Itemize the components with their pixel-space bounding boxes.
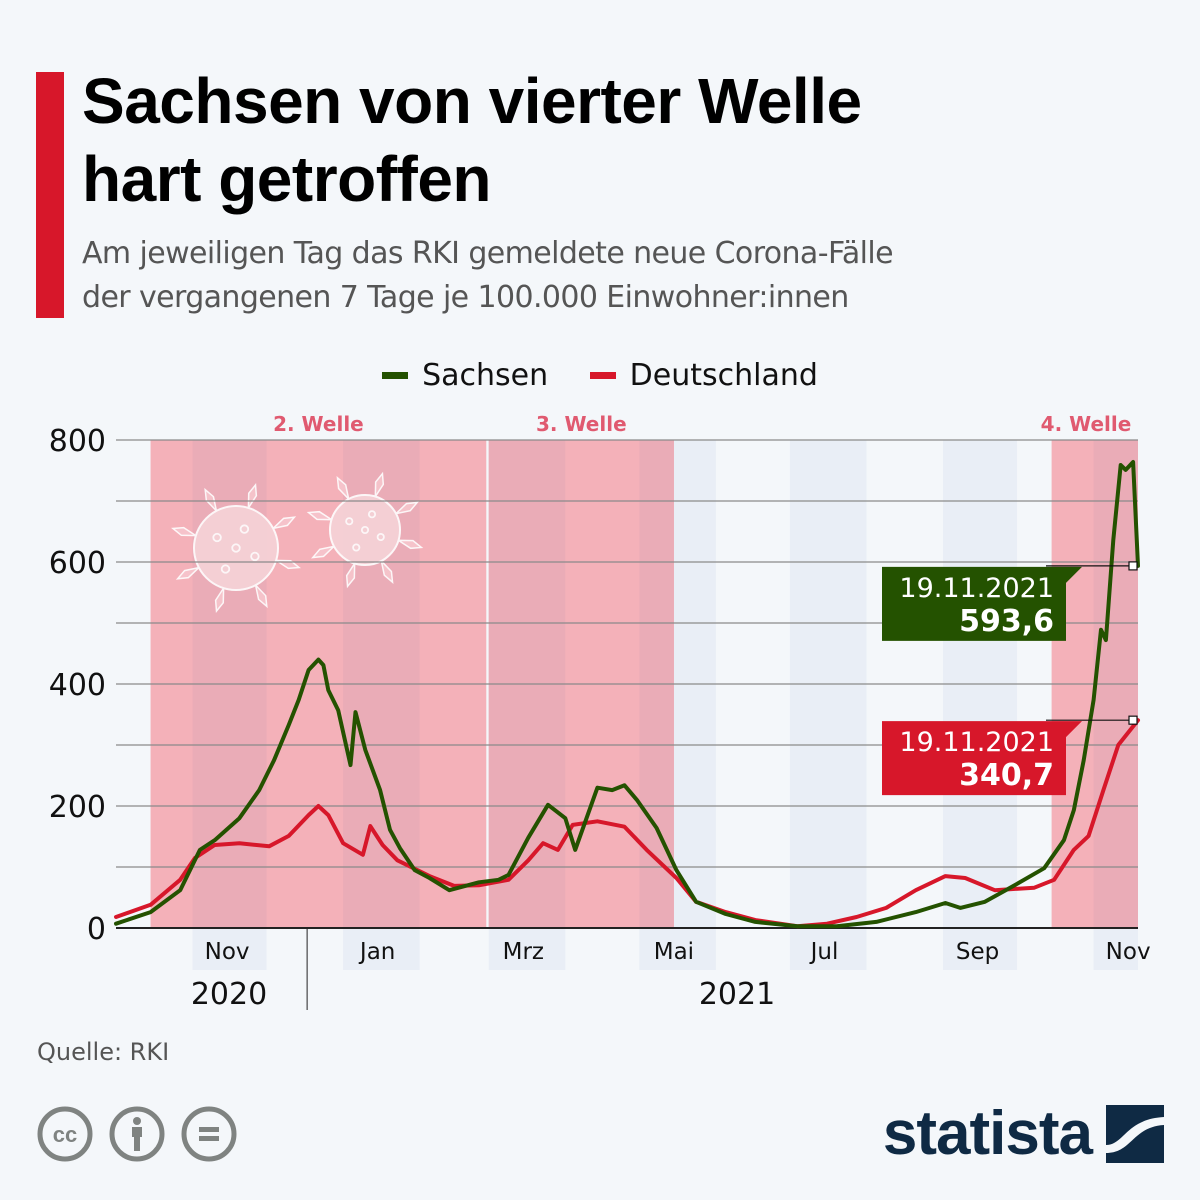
license-icons: cc <box>36 1105 238 1163</box>
virus-dot <box>250 551 260 562</box>
virus-decoration-icon <box>306 471 424 589</box>
month-band <box>789 440 867 970</box>
virus-dot <box>376 532 385 542</box>
title-line-2: hart getroffen <box>82 143 492 215</box>
x-tick-label: Mrz <box>503 939 544 965</box>
y-tick-label: 0 <box>87 912 106 947</box>
y-tick-label: 400 <box>49 668 106 703</box>
virus-spike <box>345 560 356 589</box>
virus-body <box>329 494 401 566</box>
virus-dot <box>360 525 370 535</box>
callout-marker <box>1128 715 1138 725</box>
x-tick-label: Nov <box>205 939 250 965</box>
callout-box-sachsen <box>882 566 1082 641</box>
legend-item-sachsen[interactable]: Sachsen <box>382 358 548 393</box>
virus-spike <box>254 582 268 609</box>
virus-spike <box>306 510 335 521</box>
wave-label: 3. Welle <box>536 412 627 436</box>
no-derivatives-icon[interactable] <box>180 1105 238 1163</box>
legend-swatch-sachsen <box>382 372 409 379</box>
month-band <box>942 440 1018 970</box>
x-tick-label: Sep <box>956 939 999 965</box>
chart-title: Sachsen von vierter Welle hart getroffen <box>82 62 1162 218</box>
y-tick-label: 800 <box>49 424 106 459</box>
accent-bar <box>36 72 64 318</box>
title-line-1: Sachsen von vierter Welle <box>82 65 862 137</box>
attribution-icon[interactable] <box>108 1105 166 1163</box>
virus-spike <box>311 545 337 559</box>
cc-icon[interactable]: cc <box>36 1105 94 1163</box>
callout-marker <box>1128 561 1138 571</box>
virus-dot <box>367 510 377 519</box>
x-tick-label: Jul <box>809 939 839 965</box>
virus-body <box>193 505 279 591</box>
source-note: Quelle: RKI <box>37 1038 170 1066</box>
series-line-deutschland <box>114 718 1140 929</box>
virus-decoration-icon <box>171 483 301 613</box>
statista-logo[interactable]: statista <box>883 1098 1164 1169</box>
wave-label: 4. Welle <box>1041 412 1132 436</box>
callout-date: 19.11.2021 <box>899 573 1054 604</box>
subtitle-line-2: der vergangenen 7 Tage je 100.000 Einwoh… <box>82 280 849 315</box>
callout-date: 19.11.2021 <box>899 727 1054 758</box>
x-year-label: 2020 <box>191 977 267 1012</box>
legend: Sachsen Deutschland <box>0 352 1200 393</box>
x-year-label: 2021 <box>699 977 775 1012</box>
legend-label-deutschland: Deutschland <box>629 358 818 393</box>
virus-spike <box>270 516 297 530</box>
callout-value: 340,7 <box>959 758 1054 793</box>
wave-label: 2. Welle <box>273 412 364 436</box>
virus-dot <box>231 543 241 553</box>
virus-spike <box>247 483 258 511</box>
virus-spike <box>336 476 350 502</box>
series-line-sachsen <box>114 460 1140 929</box>
line-chart: 2. Welle 3. Welle 4. Welle 0 200 400 600 800 Nov… <box>49 412 1151 1012</box>
virus-spike <box>393 501 419 515</box>
virus-spike <box>395 539 424 550</box>
x-tick-label: Mai <box>654 939 694 965</box>
virus-spike <box>380 558 394 584</box>
statista-mark-icon <box>1106 1104 1164 1163</box>
virus-dot <box>239 524 250 534</box>
legend-item-deutschland[interactable]: Deutschland <box>589 358 818 393</box>
callout-box-deutschland <box>882 721 1082 796</box>
legend-swatch-deutschland <box>589 372 616 379</box>
svg-text:cc: cc <box>53 1122 77 1147</box>
y-tick-label: 600 <box>49 546 106 581</box>
x-tick-label: Jan <box>358 939 395 965</box>
subtitle-line-1: Am jeweiligen Tag das RKI gemeldete neue… <box>82 236 894 271</box>
callout-value: 593,6 <box>959 604 1054 639</box>
virus-dot <box>345 517 354 526</box>
virus-dot <box>352 543 361 552</box>
chart-subtitle: Am jeweiligen Tag das RKI gemeldete neue… <box>82 232 1182 320</box>
x-tick-label: Nov <box>1106 939 1151 965</box>
legend-label-sachsen: Sachsen <box>422 358 549 393</box>
virus-dot <box>212 532 222 543</box>
virus-spike <box>214 585 225 613</box>
logo-text: statista <box>882 1099 1093 1168</box>
virus-spike <box>175 566 202 580</box>
y-tick-label: 200 <box>49 790 106 825</box>
virus-spike <box>374 471 385 500</box>
virus-spike <box>171 526 199 537</box>
virus-dot <box>220 564 231 574</box>
